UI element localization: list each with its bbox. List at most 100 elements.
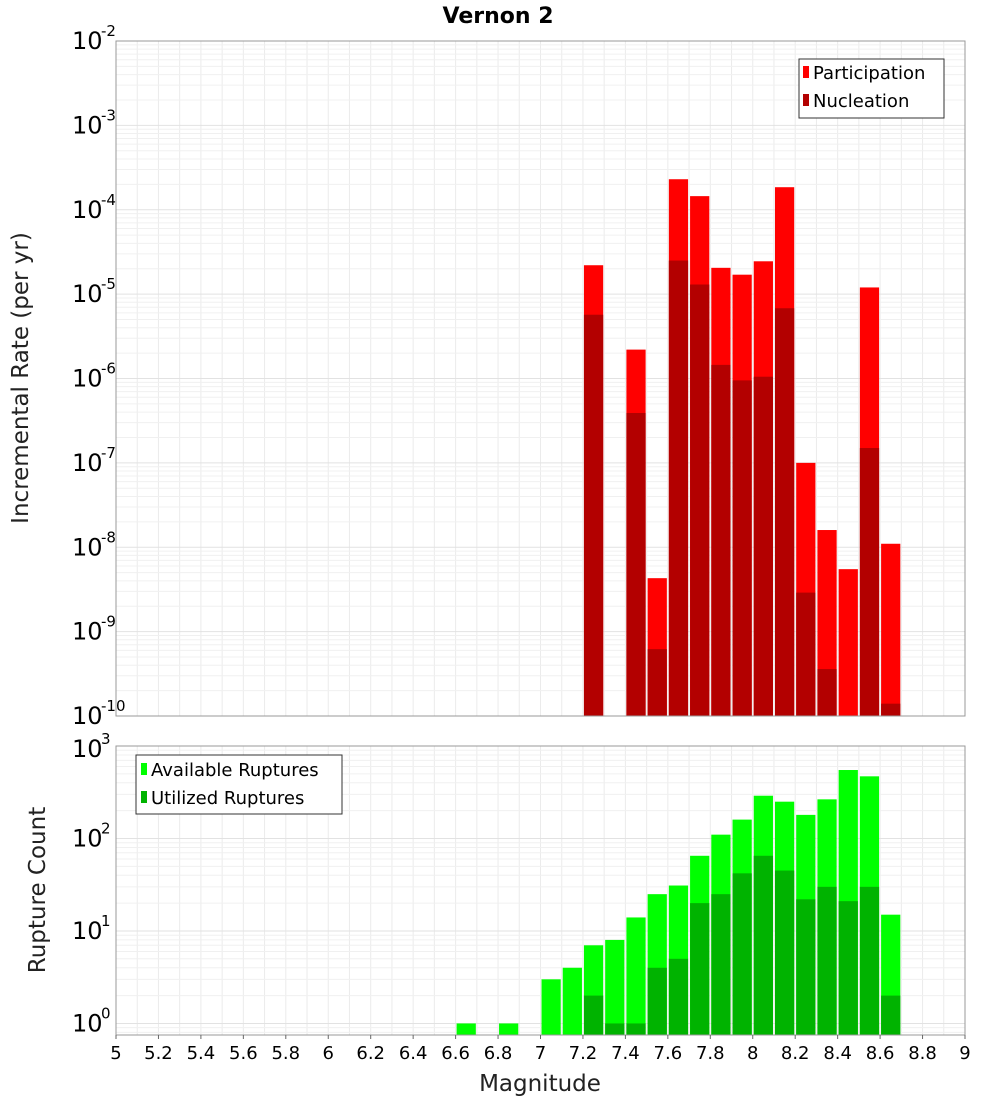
x-tick-label: 7.6 <box>654 1043 683 1064</box>
bar-available-ruptures <box>541 979 561 1035</box>
x-tick-label: 8.6 <box>866 1043 895 1064</box>
x-tick-label: 6.2 <box>356 1043 385 1064</box>
legend-swatch-nucleation <box>803 94 809 106</box>
legend-label-nucleation: Nucleation <box>813 91 909 112</box>
x-tick-label: 9 <box>959 1043 970 1064</box>
x-tick-label: 8 <box>747 1043 758 1064</box>
y-tick-label-exponent: -3 <box>101 106 116 124</box>
x-tick-labels: 5 5.2 5.4 5.6 5.8 6 6.2 6.4 6.6 6.8 7 7.2 7.4 7.6 7.8 8… <box>110 1035 971 1064</box>
bar-utilized-ruptures <box>881 995 901 1035</box>
bar-utilized-ruptures <box>626 1023 646 1035</box>
bar-participation <box>881 543 901 716</box>
bar-utilized-ruptures <box>838 901 858 1035</box>
bar-participation <box>838 569 858 716</box>
y-tick-label-base: 10 <box>72 702 103 730</box>
y-tick-label-base: 10 <box>72 735 103 763</box>
y-tick-label-base: 10 <box>72 824 103 852</box>
x-tick-label: 5.2 <box>144 1043 173 1064</box>
x-tick-label: 6.8 <box>484 1043 513 1064</box>
bar-utilized-ruptures <box>774 870 795 1035</box>
x-tick-label: 5.6 <box>229 1043 258 1064</box>
bar-nucleation <box>583 314 604 716</box>
x-tick-label: 7.4 <box>611 1043 640 1064</box>
legend-label-available-ruptures: Available Ruptures <box>151 760 319 781</box>
x-tick-label: 5.4 <box>187 1043 216 1064</box>
bar-utilized-ruptures <box>668 958 689 1035</box>
y-tick-label-base: 10 <box>72 533 103 561</box>
x-tick-label: 6.6 <box>441 1043 470 1064</box>
y-tick-label-exponent: -6 <box>101 360 116 378</box>
bar-nucleation <box>690 284 710 716</box>
top-legend-box <box>798 58 945 119</box>
bar-available-ruptures <box>499 1023 519 1035</box>
y-tick-label-exponent: 1 <box>101 912 111 930</box>
x-tick-label: 8.4 <box>823 1043 852 1064</box>
bar-nucleation <box>817 669 837 716</box>
bar-utilized-ruptures <box>859 886 880 1035</box>
y-tick-label-exponent: 0 <box>101 1004 111 1022</box>
bar-available-ruptures <box>626 917 646 1035</box>
y-tick-label-exponent: -7 <box>101 444 116 462</box>
bar-nucleation <box>668 260 689 716</box>
y-tick-label-base: 10 <box>72 111 103 139</box>
y-tick-label-base: 10 <box>72 365 103 393</box>
bar-available-ruptures <box>562 967 582 1035</box>
y-tick-label-base: 10 <box>72 449 103 477</box>
y-tick-label-exponent: -8 <box>101 528 116 546</box>
bottom-legend: Available Ruptures Utilized Ruptures <box>135 754 343 815</box>
x-tick-label: 8.2 <box>781 1043 810 1064</box>
y-tick-label-base: 10 <box>72 196 103 224</box>
x-tick-label: 8.8 <box>908 1043 937 1064</box>
bar-utilized-ruptures <box>690 903 710 1035</box>
legend-label-utilized-ruptures: Utilized Ruptures <box>151 788 304 809</box>
x-tick-label: 7.8 <box>696 1043 725 1064</box>
bottom-bars <box>456 770 901 1035</box>
y-tick-label-exponent: 3 <box>101 730 111 748</box>
bar-nucleation <box>796 592 816 716</box>
bar-nucleation <box>753 376 773 716</box>
legend-swatch-participation <box>803 66 809 78</box>
top-y-axis-title: Incremental Rate (per yr) <box>8 232 34 524</box>
x-tick-label: 6 <box>323 1043 334 1064</box>
bar-utilized-ruptures <box>817 886 837 1035</box>
y-tick-label-exponent: -9 <box>101 613 116 631</box>
chart-title: Vernon 2 <box>443 4 554 29</box>
y-tick-label-base: 10 <box>72 280 103 308</box>
bar-utilized-ruptures <box>583 995 604 1035</box>
x-tick-label: 5.8 <box>271 1043 300 1064</box>
top-legend: Participation Nucleation <box>798 58 945 119</box>
legend-label-participation: Participation <box>813 63 925 84</box>
y-tick-label-exponent: -2 <box>101 22 116 40</box>
top-bars <box>583 179 901 716</box>
bar-utilized-ruptures <box>711 894 731 1035</box>
bar-nucleation <box>711 364 731 716</box>
y-tick-label-exponent: -5 <box>101 275 116 293</box>
top-gridlines <box>115 40 966 717</box>
x-tick-label: 7 <box>535 1043 546 1064</box>
x-tick-label: 5 <box>110 1043 121 1064</box>
bar-nucleation <box>626 413 646 716</box>
bar-utilized-ruptures <box>647 967 667 1035</box>
y-tick-label-exponent: -10 <box>101 697 126 715</box>
bar-utilized-ruptures <box>796 899 816 1035</box>
bar-nucleation <box>732 380 752 716</box>
bar-available-ruptures <box>605 939 625 1035</box>
bar-nucleation <box>774 308 795 716</box>
y-tick-label-exponent: 2 <box>101 819 111 837</box>
bar-utilized-ruptures <box>732 873 752 1035</box>
y-tick-label-base: 10 <box>72 618 103 646</box>
bottom-y-axis-title: Rupture Count <box>25 807 51 973</box>
bar-utilized-ruptures <box>605 1023 625 1035</box>
bar-nucleation <box>881 703 901 716</box>
bar-nucleation <box>647 649 667 716</box>
bar-utilized-ruptures <box>753 855 773 1035</box>
legend-swatch-available-ruptures <box>141 763 147 775</box>
y-tick-label-base: 10 <box>72 27 103 55</box>
bar-available-ruptures <box>456 1023 476 1035</box>
x-tick-label: 7.2 <box>569 1043 598 1064</box>
x-tick-label: 6.4 <box>399 1043 428 1064</box>
